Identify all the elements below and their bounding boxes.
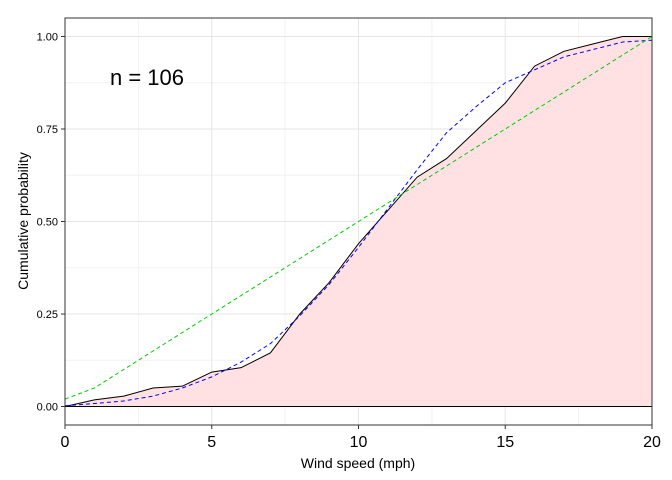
empirical-cdf-fill — [65, 36, 652, 407]
sample-size-annotation: n = 106 — [110, 65, 184, 90]
empirical-fill-layer — [65, 36, 652, 407]
y-axis-label: Cumulative probability — [15, 152, 31, 290]
x-tick-label: 0 — [61, 434, 70, 451]
x-axis-label: Wind speed (mph) — [301, 455, 415, 471]
x-tick-label: 20 — [643, 434, 661, 451]
y-tick-label: 0.00 — [37, 402, 58, 414]
y-tick-label: 0.50 — [37, 217, 58, 229]
empirical-cdf-line — [64, 36, 652, 407]
x-tick-label: 5 — [207, 434, 216, 451]
fitted-cdf-blue-dashed — [64, 39, 653, 407]
series-layer — [64, 36, 653, 407]
x-tick-label: 10 — [350, 434, 368, 451]
y-tick-label: 0.25 — [37, 309, 58, 321]
y-tick-label: 0.75 — [37, 124, 58, 136]
axes: 0 5 10 15 20 0.00 0.25 0.50 0.75 1.00 — [37, 32, 661, 452]
x-tick-label: 15 — [496, 434, 514, 451]
fitted-cdf-green-dashed — [64, 36, 653, 400]
y-tick-label: 1.00 — [37, 32, 58, 44]
